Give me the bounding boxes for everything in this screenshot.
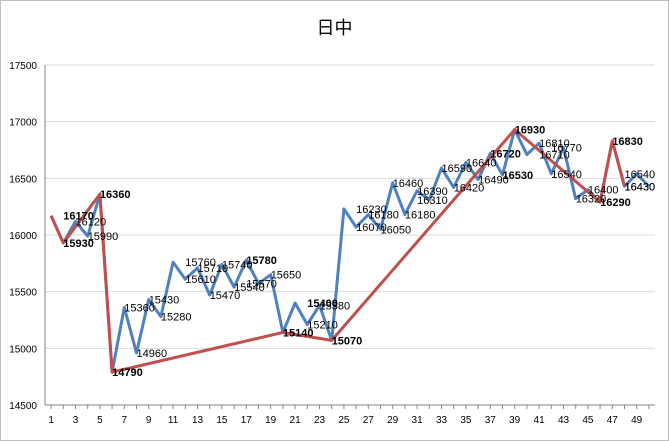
x-tick-label: 35	[460, 415, 472, 426]
x-tick-label: 37	[485, 415, 497, 426]
data-label: 15570	[246, 279, 277, 291]
data-label: 15760	[185, 257, 216, 269]
data-label: 16290	[600, 197, 631, 209]
y-tick-label: 17500	[9, 61, 37, 72]
data-label: 15990	[88, 231, 119, 243]
data-label: 16770	[551, 143, 582, 155]
y-tick-label: 15500	[9, 288, 37, 299]
data-label: 16420	[454, 182, 485, 194]
data-label: 16930	[515, 125, 546, 137]
data-label: 16120	[76, 216, 107, 228]
x-tick-label: 3	[73, 415, 79, 426]
data-label: 16230	[356, 204, 387, 216]
data-label: 14790	[112, 367, 143, 379]
data-label: 16460	[393, 178, 424, 190]
data-label: 16430	[625, 181, 656, 193]
x-tick-label: 21	[290, 415, 302, 426]
y-tick-label: 16500	[9, 174, 37, 185]
y-tick-label: 17000	[9, 118, 37, 129]
data-label: 15400	[307, 298, 338, 310]
x-tick-label: 25	[338, 415, 350, 426]
data-label: 15470	[210, 290, 241, 302]
data-label: 15610	[185, 274, 216, 286]
x-tick-label: 43	[558, 415, 570, 426]
data-label: 16810	[539, 138, 570, 150]
x-tick-label: 29	[387, 415, 399, 426]
data-label: 15360	[124, 303, 155, 315]
data-label: 16430	[625, 181, 656, 193]
data-label: 16360	[100, 189, 131, 201]
x-tick-label: 5	[97, 415, 103, 426]
x-tick-label: 41	[534, 415, 546, 426]
data-label: 16530	[503, 170, 534, 182]
data-label: 16390	[417, 186, 448, 198]
data-label: 16070	[356, 222, 387, 234]
x-tick-label: 27	[363, 415, 375, 426]
data-label: 15710	[198, 263, 229, 275]
series-line-primary	[49, 128, 650, 374]
x-tick-label: 23	[314, 415, 326, 426]
data-label: 15780	[246, 255, 277, 267]
data-label: 15380	[320, 300, 351, 312]
x-tick-label: 15	[216, 415, 228, 426]
data-label: 15540	[234, 282, 265, 294]
x-tick-label: 13	[192, 415, 204, 426]
x-tick-label: 39	[509, 415, 521, 426]
series-line-swing	[49, 128, 626, 374]
data-label: 16720	[490, 148, 521, 160]
data-label: 16400	[588, 185, 619, 197]
data-label: 14960	[137, 348, 168, 360]
data-label: 15430	[149, 295, 180, 307]
y-tick-label: 14500	[9, 401, 37, 412]
x-tick-label: 7	[122, 415, 128, 426]
data-label: 15210	[307, 320, 338, 332]
data-label: 16640	[466, 157, 497, 169]
data-label: 15650	[271, 270, 302, 282]
data-label: 16540	[625, 169, 656, 181]
x-tick-label: 1	[48, 415, 54, 426]
data-label: 15740	[222, 259, 253, 271]
chart-title: 日中	[316, 18, 353, 39]
data-label: 16170	[63, 211, 94, 223]
x-tick-label: 31	[412, 415, 424, 426]
x-tick-label: 11	[168, 415, 179, 426]
y-tick-label: 16000	[9, 231, 37, 242]
x-tick-label: 19	[265, 415, 277, 426]
data-label: 16490	[478, 174, 509, 186]
data-label: 16830	[612, 136, 643, 148]
data-label: 15140	[283, 327, 314, 339]
x-tick-label: 47	[607, 415, 619, 426]
data-label: 16050	[381, 224, 412, 236]
x-tick-label: 45	[582, 415, 594, 426]
data-label: 16310	[417, 195, 448, 207]
data-label: 16710	[539, 150, 570, 162]
x-tick-label: 9	[146, 415, 152, 426]
data-label: 15930	[63, 238, 94, 250]
data-label: 16320	[576, 194, 607, 206]
data-label: 15070	[332, 335, 363, 347]
x-tick-label: 17	[241, 415, 253, 426]
data-label: 16540	[551, 169, 582, 181]
data-label: 15280	[161, 312, 192, 324]
data-label: 16590	[442, 163, 473, 175]
data-label: 16180	[405, 210, 436, 222]
data-label: 16180	[368, 210, 399, 222]
y-tick-label: 15000	[9, 344, 37, 355]
x-tick-label: 49	[631, 415, 643, 426]
x-tick-label: 33	[436, 415, 448, 426]
